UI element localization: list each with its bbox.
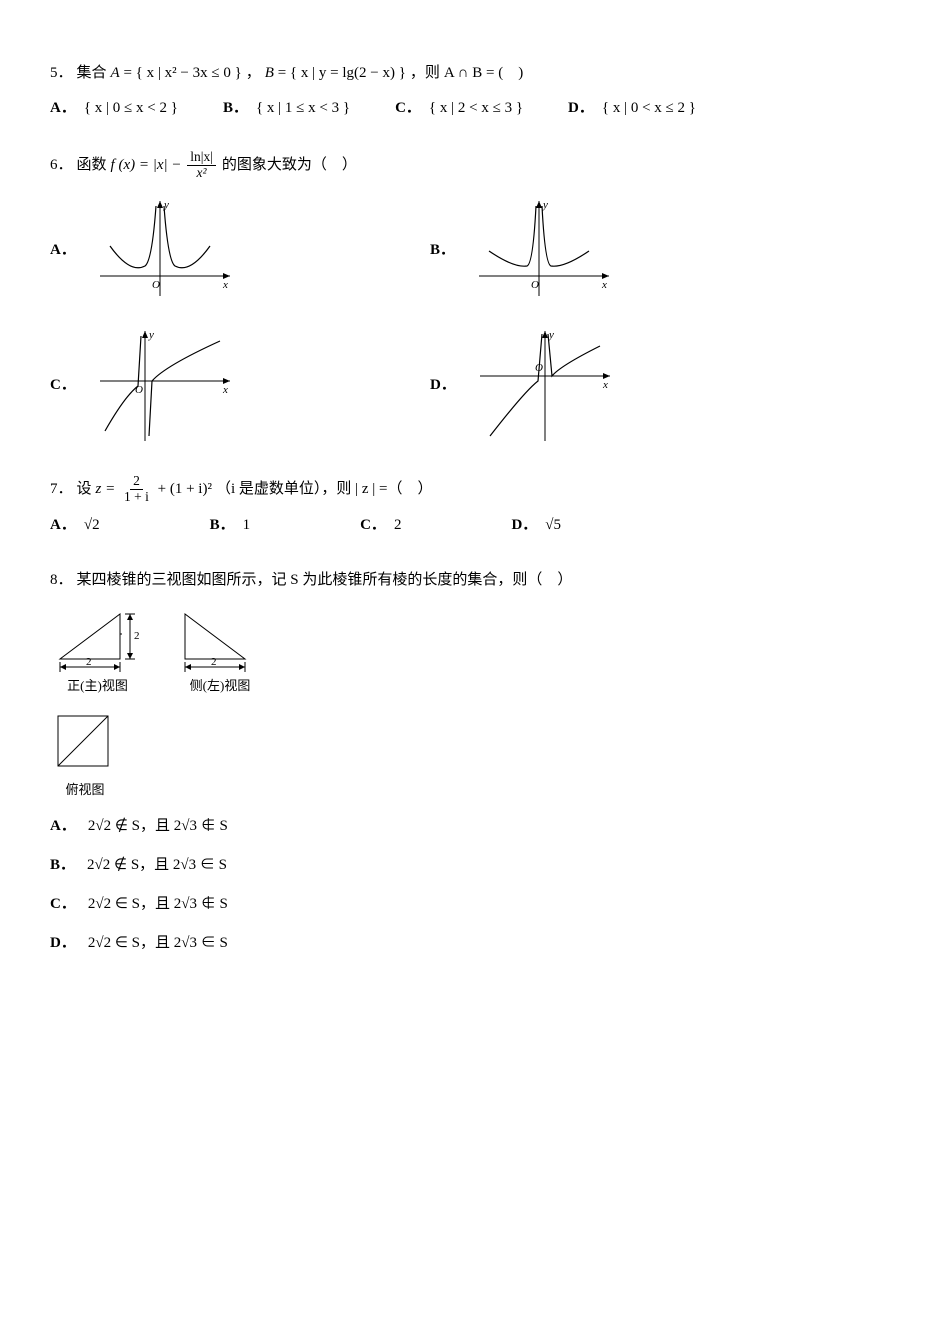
q6-text2: 的图象大致为（ ） (222, 152, 357, 179)
graph-C-icon: y x O (90, 326, 240, 446)
q7-text2: （i 是虚数单位），则 | z | =（ ） (216, 476, 433, 503)
q5-number: 5． (50, 60, 73, 87)
question-8: 8． 某四棱锥的三视图如图所示，记 S 为此棱锥所有棱的长度的集合，则（ ） 2… (50, 567, 900, 957)
q7-opt-D: D．√5 (511, 512, 561, 539)
side-view-icon: 2 (175, 604, 265, 674)
question-6: 6． 函数 f (x) = |x| − ln|x| x² 的图象大致为（ ） A… (50, 150, 900, 446)
q6-number: 6． (50, 152, 73, 179)
svg-text:2: 2 (86, 656, 92, 668)
front-view: 2 2 正(主)视图 (50, 604, 145, 697)
q7-opt-A: A．√2 (50, 512, 100, 539)
q8-options: A．2√2 ∉ S，且 2√3 ∉ S B．2√2 ∉ S，且 2√3 ∈ S … (50, 813, 900, 957)
q8-opt-C: C．2√2 ∈ S，且 2√3 ∉ S (50, 891, 900, 918)
q8-opt-A: A．2√2 ∉ S，且 2√3 ∉ S (50, 813, 900, 840)
q6-text1: 函数 (77, 152, 107, 179)
q5-comma2: ，则 (410, 60, 440, 87)
top-view-icon (50, 708, 120, 778)
q8-views-row1: 2 2 正(主)视图 2 侧(左)视图 (50, 604, 900, 697)
q8-opt-B: B．2√2 ∉ S，且 2√3 ∈ S (50, 852, 900, 879)
svg-text:y: y (542, 199, 548, 211)
q5-options: A．{ x | 0 ≤ x < 2 } B．{ x | 1 ≤ x < 3 } … (50, 95, 900, 122)
q6-graphs: A． y x O B． y x O (50, 196, 900, 446)
q8-text1: 某四棱锥的三视图如图所示，记 S 为此棱锥所有棱的长度的集合，则（ ） (77, 567, 573, 594)
q7-text1: 设 (77, 476, 92, 503)
svg-text:y: y (148, 329, 154, 341)
q7-opt-B: B．1 (210, 512, 251, 539)
q7-expr: z = 2 1 + i + (1 + i)² (96, 474, 212, 505)
q6-graph-A: A． y x O (50, 196, 310, 306)
svg-text:x: x (602, 379, 608, 391)
question-5: 5． 集合 A = { x | x² − 3x ≤ 0 } ， B = { x … (50, 60, 900, 122)
svg-text:x: x (601, 279, 607, 291)
fraction-icon: ln|x| x² (187, 150, 216, 181)
top-view: 俯视图 (50, 708, 120, 801)
q5-opt-A: A．{ x | 0 ≤ x < 2 } (50, 95, 178, 122)
question-7: 7． 设 z = 2 1 + i + (1 + i)² （i 是虚数单位），则 … (50, 474, 900, 540)
side-view: 2 侧(左)视图 (175, 604, 265, 697)
front-view-icon: 2 2 (50, 604, 145, 674)
svg-text:x: x (222, 279, 228, 291)
svg-text:2: 2 (134, 630, 140, 642)
svg-text:O: O (152, 279, 160, 291)
q7-number: 7． (50, 476, 73, 503)
q5-setA: A = { x | x² − 3x ≤ 0 } (111, 60, 242, 87)
q5-opt-C: C．{ x | 2 < x ≤ 3 } (395, 95, 523, 122)
svg-text:O: O (135, 384, 143, 396)
q6-graph-C: C． y x O (50, 326, 310, 446)
q6-graph-B: B． y x O (430, 196, 690, 306)
q5-opt-D: D．{ x | 0 < x ≤ 2 } (568, 95, 696, 122)
q5-opt-B: B．{ x | 1 ≤ x < 3 } (223, 95, 350, 122)
svg-text:2: 2 (211, 656, 217, 668)
q7-opt-C: C．2 (360, 512, 401, 539)
graph-D-icon: y x O (470, 326, 620, 446)
q5-text1: 集合 (77, 60, 107, 87)
q6-func: f (x) = |x| − ln|x| x² (111, 150, 218, 181)
q8-opt-D: D．2√2 ∈ S，且 2√3 ∈ S (50, 930, 900, 957)
svg-text:O: O (531, 279, 539, 291)
q8-views-row2: 俯视图 (50, 708, 900, 801)
q5-comma1: ， (246, 60, 261, 87)
q8-number: 8． (50, 567, 73, 594)
svg-text:x: x (222, 384, 228, 396)
q5-setB: B = { x | y = lg(2 − x) } (265, 60, 406, 87)
fraction-icon: 2 1 + i (121, 474, 152, 505)
graph-B-icon: y x O (469, 196, 619, 306)
graph-A-icon: y x O (90, 196, 240, 306)
q7-options: A．√2 B．1 C．2 D．√5 (50, 512, 900, 539)
q6-graph-D: D． y x O (430, 326, 690, 446)
q5-result: A ∩ B = ( ) (444, 60, 523, 87)
